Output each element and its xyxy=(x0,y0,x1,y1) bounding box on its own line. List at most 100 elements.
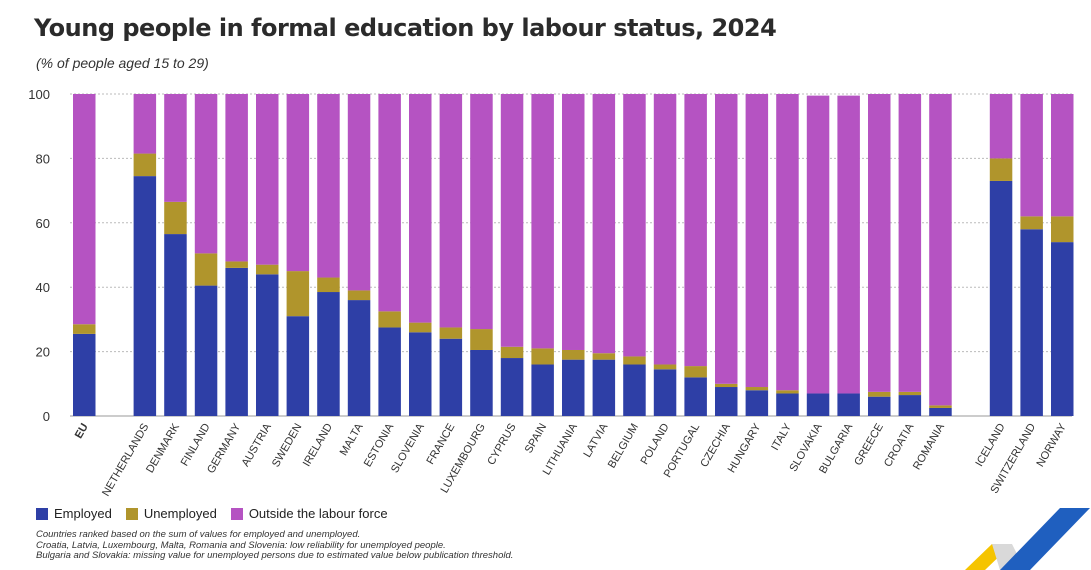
bar-segment-employed xyxy=(1051,242,1074,416)
x-tick-label: NORWAY xyxy=(1034,421,1069,469)
bar-segment-outside-the-labour-force xyxy=(715,94,738,384)
bar-segment-unemployed xyxy=(868,391,891,397)
x-tick-label: ESTONIA xyxy=(362,421,397,469)
x-tick-label: FINLAND xyxy=(179,421,213,468)
x-tick-label: CYPRUS xyxy=(485,422,518,468)
bar-segment-outside-the-labour-force xyxy=(286,94,310,272)
footnote-ranking: Countries ranked based on the sum of val… xyxy=(36,529,361,540)
bar-segment-outside-the-labour-force xyxy=(898,94,922,392)
legend-label-outside: Outside the labour force xyxy=(248,506,388,521)
bar-segment-unemployed xyxy=(256,264,279,275)
bar-segment-outside-the-labour-force xyxy=(133,94,157,154)
bar-segment-outside-the-labour-force xyxy=(409,94,432,323)
y-tick-label: 80 xyxy=(36,151,50,166)
bar-segment-employed xyxy=(378,327,401,416)
y-tick-label: 40 xyxy=(36,280,50,295)
x-tick-label: BELGIUM xyxy=(606,422,641,471)
bar-segment-unemployed xyxy=(286,271,310,317)
legend-item-unemployed: Unemployed xyxy=(125,506,217,521)
bar-segment-employed xyxy=(409,332,432,416)
x-tick-label: NETHERLANDS xyxy=(100,422,151,499)
bar-segment-employed xyxy=(745,390,769,416)
bar-segment-unemployed xyxy=(898,391,922,396)
bar-segment-employed xyxy=(623,364,646,416)
bar-segment-unemployed xyxy=(409,322,432,333)
x-tick-label: SWEDEN xyxy=(270,421,305,469)
bar-segment-employed xyxy=(715,387,738,416)
bar-segment-unemployed xyxy=(439,327,463,339)
bar-segment-employed xyxy=(898,395,922,416)
legend-item-outside: Outside the labour force xyxy=(230,506,388,521)
legend-label-unemployed: Unemployed xyxy=(143,506,217,521)
bar-segment-outside-the-labour-force xyxy=(73,94,96,325)
y-tick-label: 100 xyxy=(28,87,50,102)
bar-segment-unemployed xyxy=(317,277,340,293)
bar-segment-outside-the-labour-force xyxy=(164,94,187,202)
bar-segment-outside-the-labour-force xyxy=(378,94,401,312)
x-tick-label: AUSTRIA xyxy=(240,421,275,469)
bar-segment-outside-the-labour-force xyxy=(745,94,769,388)
bar-segment-outside-the-labour-force xyxy=(317,94,340,278)
bar-segment-unemployed xyxy=(989,158,1013,181)
x-tick-label: ICELAND xyxy=(973,421,1007,468)
legend-swatch-outside xyxy=(230,507,243,520)
bar-segment-employed xyxy=(317,292,340,416)
x-tick-label: LATVIA xyxy=(582,421,611,460)
bar-segment-employed xyxy=(868,396,891,416)
y-tick-label: 20 xyxy=(36,345,50,360)
bar-segment-outside-the-labour-force xyxy=(806,95,830,394)
bar-segment-unemployed xyxy=(531,348,554,365)
bar-segment-outside-the-labour-force xyxy=(1020,94,1043,217)
bar-segment-unemployed xyxy=(347,290,371,301)
bar-segment-employed xyxy=(837,393,860,416)
bar-segment-employed xyxy=(1020,229,1043,416)
x-tick-label: MALTA xyxy=(338,421,366,458)
bar-segment-unemployed xyxy=(776,390,799,394)
x-tick-label: SPAIN xyxy=(523,421,550,455)
y-tick-label: 0 xyxy=(43,409,50,424)
bar-segment-outside-the-labour-force xyxy=(500,94,524,347)
bar-segment-outside-the-labour-force xyxy=(439,94,463,328)
bar-segment-employed xyxy=(653,369,677,416)
x-tick-label: POLAND xyxy=(639,421,672,466)
bar-segment-employed xyxy=(929,407,952,416)
bar-segment-unemployed xyxy=(378,311,401,328)
bar-segment-employed xyxy=(73,333,96,416)
bar-segment-unemployed xyxy=(592,353,616,360)
bar-segment-employed xyxy=(164,234,187,416)
bar-segment-employed xyxy=(347,300,371,416)
legend-swatch-unemployed xyxy=(125,507,138,520)
bar-segment-unemployed xyxy=(653,364,677,370)
bar-segment-outside-the-labour-force xyxy=(225,94,248,262)
bar-segment-unemployed xyxy=(929,405,952,408)
bar-segment-employed xyxy=(439,338,463,416)
bar-segment-outside-the-labour-force xyxy=(837,95,860,394)
bar-segment-outside-the-labour-force xyxy=(194,94,218,254)
bar-segment-unemployed xyxy=(73,324,96,334)
footnotes: Countries ranked based on the sum of val… xyxy=(36,529,513,562)
bar-segment-employed xyxy=(989,180,1013,416)
x-tick-label: EU xyxy=(73,421,91,440)
bar-segment-unemployed xyxy=(623,356,646,365)
bar-segment-outside-the-labour-force xyxy=(470,94,493,330)
bar-segment-unemployed xyxy=(684,366,707,378)
bar-segment-outside-the-labour-force xyxy=(623,94,646,357)
legend: Employed Unemployed Outside the labour f… xyxy=(36,506,402,521)
bar-segment-unemployed xyxy=(562,349,585,360)
bar-segment-employed xyxy=(256,274,279,416)
chart-title: Young people in formal education by labo… xyxy=(34,14,777,42)
x-tick-label: FRANCE xyxy=(424,422,457,467)
bar-segment-employed xyxy=(776,393,799,416)
y-tick-label: 60 xyxy=(36,216,50,231)
bar-segment-outside-the-labour-force xyxy=(776,94,799,391)
bar-segment-unemployed xyxy=(194,253,218,286)
bar-segment-employed xyxy=(806,393,830,416)
bar-segment-employed xyxy=(531,364,554,416)
x-tick-label: CZECHIA xyxy=(698,421,733,469)
bar-segment-employed xyxy=(133,176,157,416)
bar-segment-outside-the-labour-force xyxy=(653,94,677,365)
bar-segment-unemployed xyxy=(500,346,524,359)
bar-segment-outside-the-labour-force xyxy=(562,94,585,350)
bar-segment-outside-the-labour-force xyxy=(929,94,952,406)
